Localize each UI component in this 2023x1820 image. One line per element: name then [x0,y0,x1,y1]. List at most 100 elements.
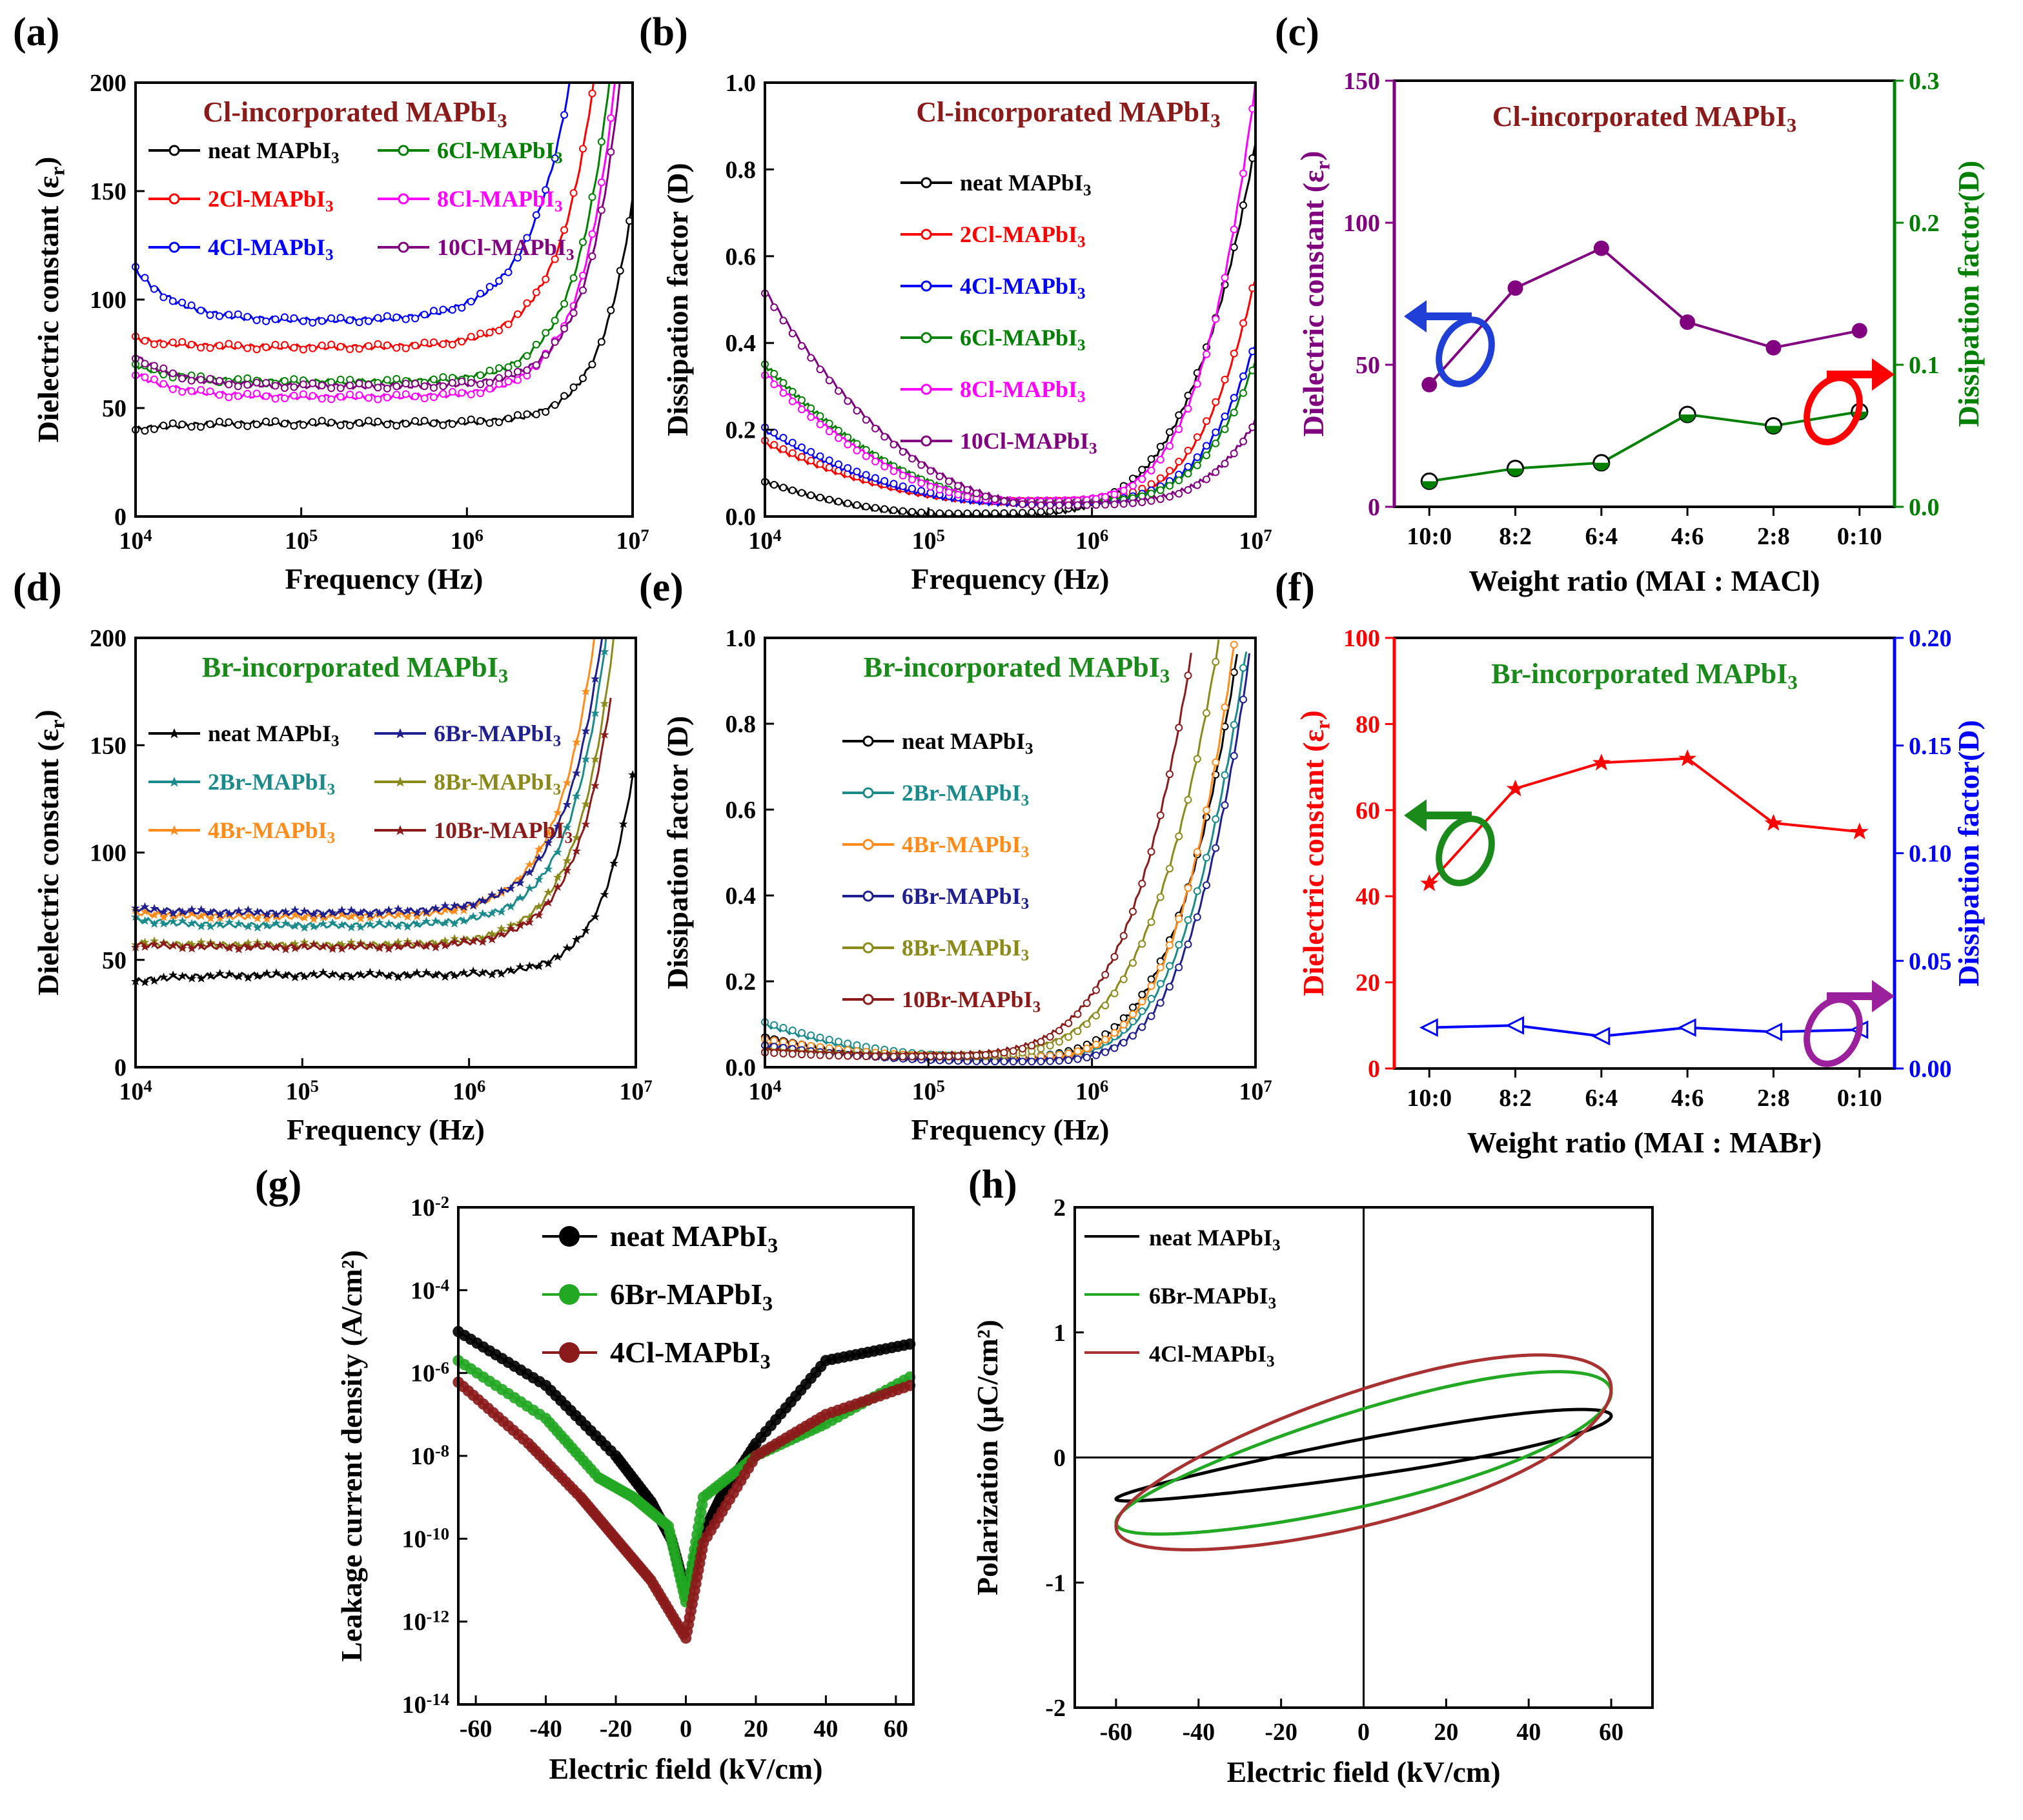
series-marker [215,910,225,919]
chart-e: 104 105 106 107 0.0 0.2 0.4 0.6 0.8 1.0 Frequency … [661,625,1272,1146]
series-marker [1239,319,1247,327]
data-point-right [1591,1027,1611,1046]
series-marker [1221,460,1229,468]
series-marker [458,303,466,312]
series-marker [551,401,559,409]
series-marker [1184,671,1192,680]
f-y2label: Dissipation factor(D) [1952,720,1985,987]
series-marker [816,1051,824,1059]
series-marker [150,910,159,919]
series-marker [899,507,907,515]
series-marker [807,491,815,500]
series-marker [420,416,429,425]
series-marker [523,410,531,418]
series-marker [1101,1001,1110,1010]
e-legend-legend-marker [862,787,874,799]
series-marker [963,1052,971,1060]
series-marker [1212,815,1220,823]
series-marker [770,1049,778,1058]
c-ytick-label: 100 [1343,210,1380,237]
series-marker [779,389,788,397]
series-marker [562,778,572,787]
right-axis-arrow-icon-head [1872,358,1895,391]
series-marker [1119,500,1128,508]
series-marker [1019,1058,1026,1066]
series-marker [825,419,833,427]
series-line-8Br-MAPbI3 [136,638,615,949]
series-marker [206,971,216,980]
h-xtick-label: 60 [1599,1719,1623,1746]
series-marker [1064,1049,1073,1058]
series-marker [196,911,206,920]
f-xtick-label: 0:10 [1837,1085,1882,1112]
series-marker [1175,724,1183,732]
series-marker [515,921,525,930]
series-marker [476,329,485,338]
series-marker [290,921,300,930]
series-marker [1221,771,1229,779]
g-xtick-label: 40 [813,1715,838,1743]
series-marker [178,971,187,980]
series-marker [844,1039,852,1048]
series-marker [459,916,469,925]
a-legend2-legend-marker [398,241,409,253]
series-marker [243,973,253,982]
series-marker [908,507,916,516]
series-marker [262,968,272,977]
series-marker [412,912,422,921]
series-marker [262,921,272,930]
series-marker [309,922,319,931]
series-marker [816,365,824,374]
series-marker [346,345,354,353]
data-point-left [1850,823,1869,840]
series-marker [1193,913,1201,921]
series-marker [853,501,861,509]
series-marker [337,920,347,929]
series-marker [1083,1054,1091,1062]
series-marker [553,872,562,881]
series-marker [281,910,290,919]
series-marker [532,361,540,369]
b-legend-legend-label: 6Cl-MAPbI3 [960,325,1086,354]
series-marker [1203,350,1210,358]
a-legend1-legend-marker [168,193,180,205]
a-ytick-label: 200 [90,70,127,97]
series-marker [1138,997,1146,1006]
series-marker [187,423,196,431]
series-marker [798,453,806,461]
e-legend-legend-marker [862,942,874,954]
series-marker [1129,475,1137,483]
series-marker [430,307,438,315]
series-marker [309,939,319,948]
a-ytick-label: 100 [90,287,127,314]
series-marker [871,474,879,482]
series-marker [551,338,559,346]
series-marker [403,970,412,979]
series-marker [807,354,815,362]
series-marker [1212,315,1220,323]
e-ytick-label: 0.0 [726,1054,757,1081]
series-marker [844,397,852,405]
series-marker [844,499,852,507]
series-marker [252,378,261,387]
left-axis-arrow-icon-loop [1436,316,1495,387]
series-marker [551,154,559,163]
series-marker [328,944,338,953]
series-marker [779,1023,788,1032]
series-marker [1230,394,1238,402]
b-xtick-label: 107 [1239,526,1272,555]
c-ytick-label: 150 [1343,68,1380,95]
series-marker [271,417,280,425]
series-marker [515,878,525,887]
series-marker [532,340,540,349]
series-marker [365,941,375,950]
series-marker [1184,884,1192,892]
series-marker [798,342,806,350]
e-xtick-label: 107 [1239,1076,1272,1105]
series-marker [1166,467,1174,475]
series-marker [1009,1047,1017,1055]
c-ylabel: Dielectric constant (εr) [1294,151,1334,437]
g-ytick-label: 10-10 [402,1524,449,1553]
series-marker [1230,752,1238,760]
series-marker [356,908,365,917]
